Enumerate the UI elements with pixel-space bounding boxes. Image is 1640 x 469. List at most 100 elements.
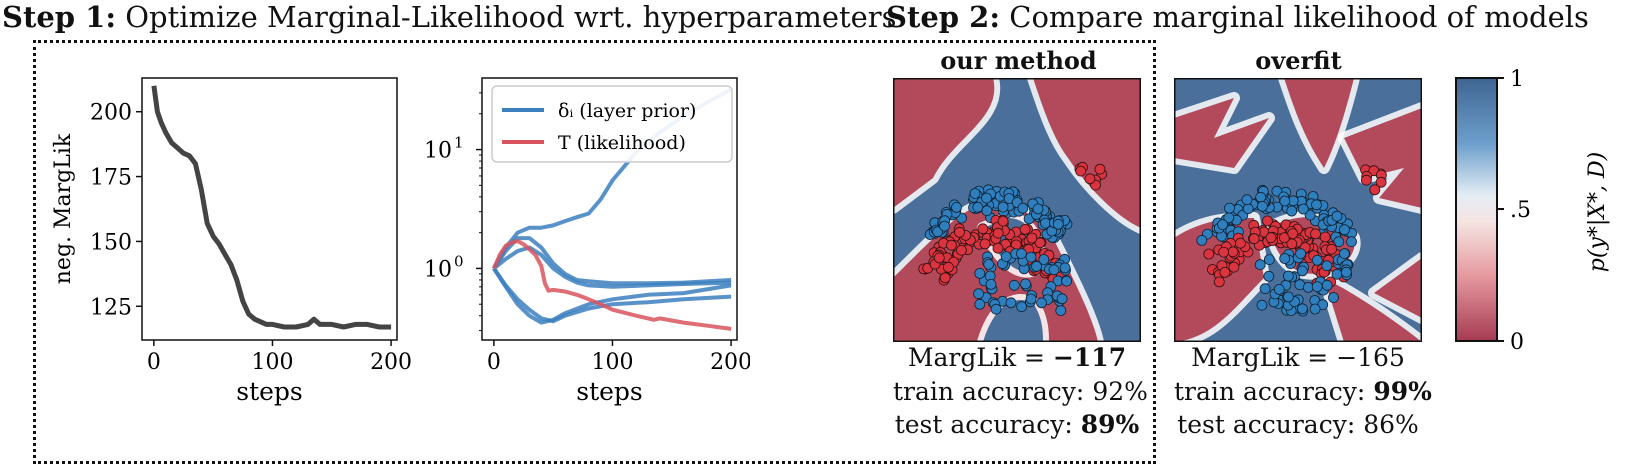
point-blue: [1338, 248, 1350, 260]
point-blue: [1025, 251, 1037, 263]
decision-region: [1033, 78, 1141, 228]
point-red: [1019, 223, 1031, 235]
point-blue: [1242, 203, 1254, 215]
point-blue: [1296, 265, 1308, 277]
decision-region: [1174, 98, 1269, 168]
series-line-1: [492, 236, 732, 286]
point-red: [1075, 165, 1087, 177]
point-blue: [1016, 301, 1028, 313]
point-blue: [1005, 297, 1017, 309]
model-title-our-method: our method: [940, 46, 1097, 75]
point-blue: [1339, 224, 1350, 236]
point-blue: [1052, 218, 1064, 230]
y-tick-label: 10: [424, 257, 452, 282]
map-frame: [893, 78, 1141, 342]
point-red: [956, 244, 967, 256]
x-tick-label: 200: [370, 350, 412, 375]
y-tick-exponent: 0: [454, 252, 464, 270]
point-blue: [1008, 279, 1020, 291]
point-red: [954, 226, 965, 238]
point-blue: [1263, 254, 1275, 266]
point-blue: [1302, 281, 1314, 293]
model-title-overfit: overfit: [1255, 46, 1342, 75]
point-red: [1034, 237, 1046, 249]
colorbar: 1 .5 0 p(y*|X*, D): [1455, 67, 1610, 355]
point-blue: [1254, 259, 1266, 271]
series-line-0: [151, 85, 392, 330]
point-red: [1228, 261, 1240, 273]
point-red: [977, 223, 989, 235]
point-blue: [1256, 299, 1268, 311]
point-blue: [974, 298, 986, 310]
y-tick-label: 200: [90, 101, 132, 126]
point-blue: [1196, 234, 1208, 246]
point-blue: [1015, 248, 1027, 260]
point-red: [933, 252, 945, 264]
point-red: [1203, 248, 1215, 260]
point-blue: [1055, 305, 1067, 316]
point-blue: [1032, 203, 1044, 215]
series-line-3: [492, 267, 732, 325]
series-line-5: [492, 239, 732, 331]
point-red: [1235, 237, 1246, 249]
legend-box: [491, 85, 733, 163]
x-tick-label: 100: [251, 350, 293, 375]
point-red: [939, 272, 951, 284]
point-red: [1287, 228, 1299, 240]
legend-label: T (likelihood): [558, 132, 686, 154]
point-blue: [1257, 200, 1268, 212]
point-blue: [951, 201, 962, 213]
point-blue: [939, 220, 950, 232]
point-blue: [1311, 254, 1323, 266]
marglik-caption-our-method: MargLik = −117: [907, 343, 1127, 372]
step1-prefix: Step 1:: [2, 0, 117, 34]
point-blue: [990, 303, 1002, 315]
point-blue: [1000, 251, 1012, 263]
decision-region: [1284, 78, 1354, 168]
point-red: [997, 215, 1009, 227]
point-blue: [1259, 283, 1271, 295]
point-blue: [1304, 209, 1316, 221]
point-red: [1360, 174, 1372, 186]
point-blue: [1283, 270, 1294, 282]
point-blue: [1040, 217, 1051, 229]
point-blue: [1061, 275, 1073, 287]
data-points: [1196, 164, 1387, 317]
decision-region: [893, 78, 995, 208]
point-red: [1218, 246, 1230, 258]
point-red: [1084, 173, 1096, 185]
point-red: [992, 242, 1004, 254]
point-blue: [1279, 195, 1291, 207]
decision-regions: [893, 78, 1141, 342]
point-blue: [1321, 260, 1333, 272]
legend-label: δᵢ (layer prior): [558, 100, 696, 122]
marglik-caption-overfit: MargLik = −165: [1191, 343, 1405, 372]
map-frame: [1174, 78, 1422, 342]
x-tick-label: 100: [591, 350, 633, 375]
point-blue: [1217, 219, 1228, 231]
point-blue: [1025, 293, 1037, 305]
decision-region: [983, 299, 1043, 342]
legend: δᵢ (layer prior) T (likelihood): [491, 85, 733, 163]
series-line-2: [492, 245, 732, 289]
y-tick-label: 175: [90, 166, 132, 191]
point-red: [1310, 228, 1321, 240]
point-blue: [1311, 199, 1322, 211]
point-blue: [1328, 292, 1339, 303]
point-blue: [1295, 248, 1306, 260]
point-blue: [973, 288, 984, 300]
x-tick-label: 0: [487, 350, 501, 375]
point-red: [943, 261, 954, 273]
series-line-4: [492, 267, 732, 324]
plot-frame: [481, 77, 738, 341]
x-tick-label: 0: [147, 350, 161, 375]
point-blue: [1279, 253, 1291, 264]
point-blue: [983, 258, 995, 270]
marglik-chart: 0 100 200 125 150 175 200 steps neg. MargLik: [51, 77, 412, 406]
colorbar-tick-label: 1: [1510, 67, 1524, 92]
point-red: [1213, 276, 1225, 288]
x-axis-label: steps: [576, 377, 643, 406]
step2-heading: Step 2: Compare marginal likelihood of m…: [886, 0, 1589, 34]
test-caption-overfit: test accuracy: 86%: [1177, 410, 1419, 439]
decision-region: [1324, 278, 1422, 342]
